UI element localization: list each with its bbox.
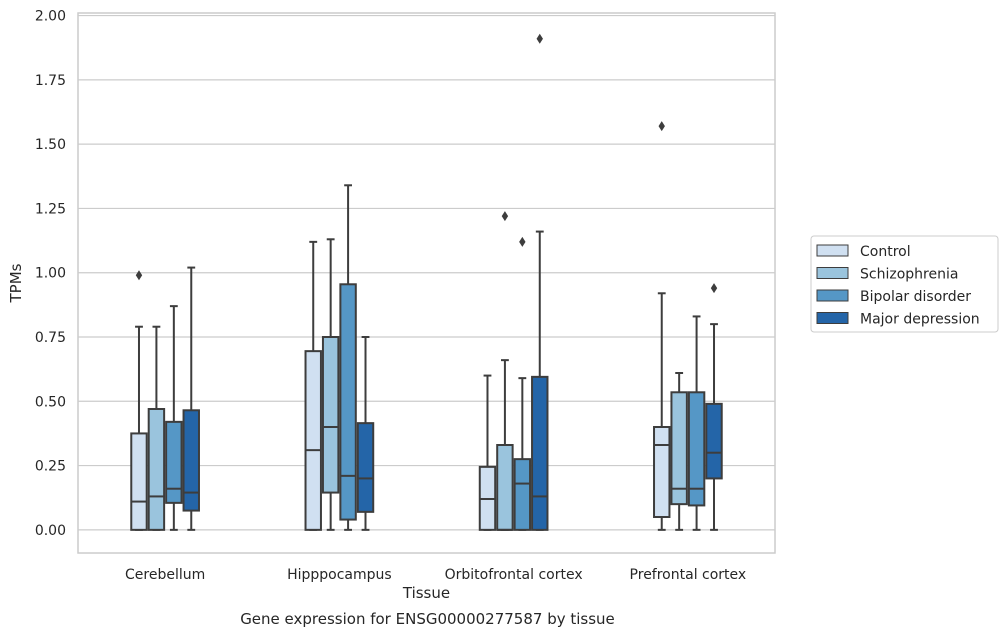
box-major-depression — [531, 33, 549, 531]
chart-caption: Gene expression for ENSG00000277587 by t… — [240, 610, 615, 628]
iqr-box — [653, 426, 671, 518]
legend-box — [810, 235, 999, 333]
iqr-box — [531, 375, 549, 531]
outlier-point — [710, 283, 718, 294]
box-schizophrenia — [670, 372, 688, 531]
outlier-point — [536, 33, 543, 44]
box-major-depression — [705, 283, 723, 531]
box-schizophrenia — [147, 325, 166, 531]
legend-label: Major depression — [860, 312, 980, 328]
x-axis-ticks: Cerebellum Hipppocampus Orbitofrontal cort… — [125, 567, 746, 583]
x-tick-label: Hipppocampus — [287, 567, 392, 583]
legend-label: Bipolar disorder — [860, 289, 971, 305]
x-tick-label: Prefrontal cortex — [630, 567, 747, 583]
box-control — [478, 374, 497, 531]
iqr-box — [687, 391, 706, 507]
iqr-box — [182, 409, 200, 512]
box-control — [304, 240, 322, 531]
y-tick-label: 0.00 — [35, 523, 66, 539]
outlier-point — [658, 121, 665, 132]
y-tick-label: 0.25 — [35, 459, 66, 475]
iqr-box — [321, 336, 340, 494]
iqr-box — [147, 408, 166, 531]
box-bipolar-disorder — [165, 305, 183, 531]
x-tick-label: Cerebellum — [125, 567, 205, 583]
plot-border — [77, 12, 776, 554]
box-control — [653, 121, 671, 531]
x-axis-label: Tissue — [402, 584, 450, 602]
box-plot-boxes — [130, 33, 723, 531]
legend-label: Schizophrenia — [860, 267, 958, 283]
box-bipolar-disorder — [513, 236, 532, 531]
iqr-box — [670, 391, 688, 506]
iqr-box — [513, 458, 532, 531]
iqr-box — [304, 350, 322, 531]
outlier-point — [135, 270, 143, 281]
y-tick-label: 2.00 — [35, 9, 66, 25]
legend: Control Schizophrenia Bipolar disorder Majo… — [810, 235, 999, 333]
box-major-depression — [356, 336, 375, 531]
iqr-box — [130, 432, 148, 531]
x-tick-label: Orbitofrontal cortex — [445, 567, 583, 583]
box-control — [130, 270, 148, 531]
legend-swatch — [816, 244, 849, 257]
box-schizophrenia — [321, 238, 340, 531]
box-major-depression — [182, 266, 200, 531]
iqr-box — [496, 444, 514, 531]
outlier-point — [519, 236, 526, 247]
iqr-box — [339, 283, 357, 521]
iqr-box — [165, 420, 183, 504]
iqr-box — [356, 422, 375, 513]
iqr-box — [705, 402, 723, 480]
legend-swatch — [816, 267, 849, 279]
y-tick-label: 1.00 — [35, 266, 66, 282]
legend-label: Control — [860, 244, 911, 260]
y-tick-label: 1.25 — [35, 201, 66, 217]
outlier-point — [501, 211, 509, 222]
box-schizophrenia — [496, 211, 514, 531]
y-tick-label: 0.50 — [35, 394, 66, 410]
y-tick-label: 1.75 — [35, 73, 66, 89]
plot-frame — [77, 12, 776, 554]
y-axis-label: TPMs — [7, 263, 25, 303]
box-bipolar-disorder — [339, 184, 357, 531]
y-tick-label: 0.75 — [35, 330, 66, 346]
y-axis-ticks: 0.00 0.25 0.50 0.75 1.00 1.25 1.50 1.75 2.00 — [35, 9, 66, 539]
legend-swatch — [816, 289, 849, 302]
y-tick-label: 1.50 — [35, 137, 66, 153]
legend-swatch — [816, 312, 849, 324]
box-bipolar-disorder — [687, 315, 706, 531]
